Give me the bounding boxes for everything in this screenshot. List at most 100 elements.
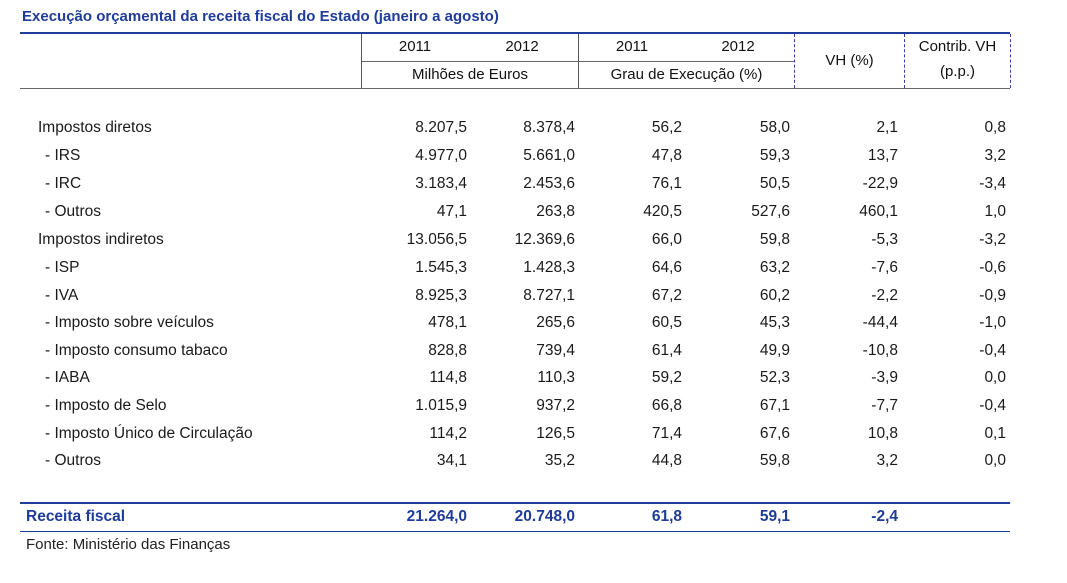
cell-contrib: 0,1 [984,425,1006,442]
cell-contrib: -3,2 [979,231,1006,248]
row-label: Impostos diretos [38,119,152,136]
cell-contrib: 0,0 [984,452,1006,469]
header-subrule [361,61,794,62]
cell-2012-execution: 67,6 [759,425,790,442]
cell-2011-execution: 66,0 [651,231,682,248]
cell-2012-millions: 263,8 [536,203,575,220]
cell-2011-millions: 34,1 [436,452,467,469]
cell-vh: -44,4 [862,314,898,331]
total-bottom-rule [20,531,1010,532]
cell-vh: 13,7 [867,147,898,164]
header-unit-millions: Milhões de Euros [412,66,528,83]
row-label: - IRS [45,147,81,164]
header-divider [904,34,905,88]
cell-vh: -10,8 [862,342,898,359]
cell-2012-execution: 52,3 [759,369,790,386]
cell-2012-millions: 126,5 [536,425,575,442]
row-label: - Imposto sobre veículos [45,314,214,331]
cell-2012-execution: 527,6 [751,203,790,220]
cell-2011-execution: 60,5 [651,314,682,331]
cell-2012-millions: 937,2 [536,397,575,414]
header-year-2011: 2011 [398,38,432,55]
cell-2011-millions: 1.015,9 [415,397,467,414]
cell-contrib: -3,4 [979,175,1006,192]
cell-2011-millions: 828,8 [428,342,467,359]
cell-2011-millions: 4.977,0 [415,147,467,164]
cell-contrib: -0,4 [979,342,1006,359]
cell-2011-execution: 71,4 [651,425,682,442]
header-year-2012: 2012 [505,38,539,55]
cell-2011-execution: 47,8 [651,147,682,164]
cell-2011-millions: 8.207,5 [415,119,467,136]
row-label: - Imposto de Selo [45,397,167,414]
cell-contrib: 0,0 [984,369,1006,386]
cell-2011-execution: 56,2 [651,119,682,136]
cell-vh: 460,1 [859,203,898,220]
cell-contrib: -0,9 [979,287,1006,304]
header-contrib: Contrib. VH [918,38,997,55]
cell-2012-millions: 739,4 [536,342,575,359]
cell-2011-millions: 13.056,5 [406,231,467,248]
cell-vh: -7,6 [871,259,898,276]
header-divider [1010,34,1011,88]
total-top-rule [20,502,1010,504]
cell-2012-execution: 58,0 [759,119,790,136]
cell-2011-millions: 114,8 [429,369,467,386]
cell-2011-millions: 478,1 [428,314,467,331]
cell-2011-millions: 3.183,4 [415,175,467,192]
cell-2011-execution: 59,2 [651,369,682,386]
header-year-2011: 2011 [615,38,649,55]
total-2011-millions: 21.264,0 [406,508,467,525]
cell-2012-millions: 8.727,1 [523,287,575,304]
header-divider [794,34,795,88]
total-2011-execution: 61,8 [651,508,682,525]
row-label: - IVA [45,287,79,304]
cell-contrib: 3,2 [984,147,1006,164]
cell-vh: -3,9 [871,369,898,386]
cell-2011-execution: 66,8 [651,397,682,414]
cell-2011-execution: 61,4 [651,342,682,359]
cell-2012-execution: 50,5 [759,175,790,192]
cell-2012-execution: 59,3 [759,147,790,164]
total-vh: -2,4 [871,508,898,525]
header-unit-execution: Grau de Execução (%) [610,66,763,83]
cell-2011-millions: 1.545,3 [415,259,467,276]
cell-2012-execution: 60,2 [759,287,790,304]
cell-2012-millions: 1.428,3 [523,259,575,276]
cell-2012-millions: 5.661,0 [523,147,575,164]
cell-2012-execution: 67,1 [759,397,790,414]
row-label: - Imposto consumo tabaco [45,342,228,359]
cell-2012-millions: 110,3 [537,369,575,386]
cell-2012-execution: 45,3 [759,314,790,331]
cell-vh: 3,2 [876,452,898,469]
cell-2011-millions: 114,2 [429,425,467,442]
header-year-2012: 2012 [721,38,755,55]
cell-2012-millions: 8.378,4 [523,119,575,136]
cell-vh: 10,8 [867,425,898,442]
cell-2012-execution: 49,9 [759,342,790,359]
cell-2012-execution: 59,8 [759,231,790,248]
total-2012-millions: 20.748,0 [514,508,575,525]
cell-2011-execution: 44,8 [651,452,682,469]
row-label: - Outros [45,203,101,220]
cell-vh: -7,7 [871,397,898,414]
cell-2011-execution: 76,1 [651,175,682,192]
row-label: Impostos indiretos [38,231,164,248]
total-label: Receita fiscal [26,508,126,525]
row-label: - ISP [45,259,80,276]
total-2012-execution: 59,1 [759,508,790,525]
cell-vh: -22,9 [862,175,898,192]
cell-2011-execution: 67,2 [651,287,682,304]
row-label: - IRC [45,175,82,192]
cell-2012-millions: 265,6 [536,314,575,331]
cell-2012-millions: 12.369,6 [514,231,575,248]
cell-2011-execution: 420,5 [643,203,682,220]
cell-2012-execution: 63,2 [759,259,790,276]
cell-vh: 2,1 [876,119,898,136]
cell-2012-execution: 59,8 [759,452,790,469]
cell-vh: -5,3 [871,231,898,248]
cell-contrib: -1,0 [979,314,1006,331]
row-label: - IABA [45,369,90,386]
cell-2011-millions: 47,1 [436,203,467,220]
header-vh: VH (%) [825,52,874,69]
